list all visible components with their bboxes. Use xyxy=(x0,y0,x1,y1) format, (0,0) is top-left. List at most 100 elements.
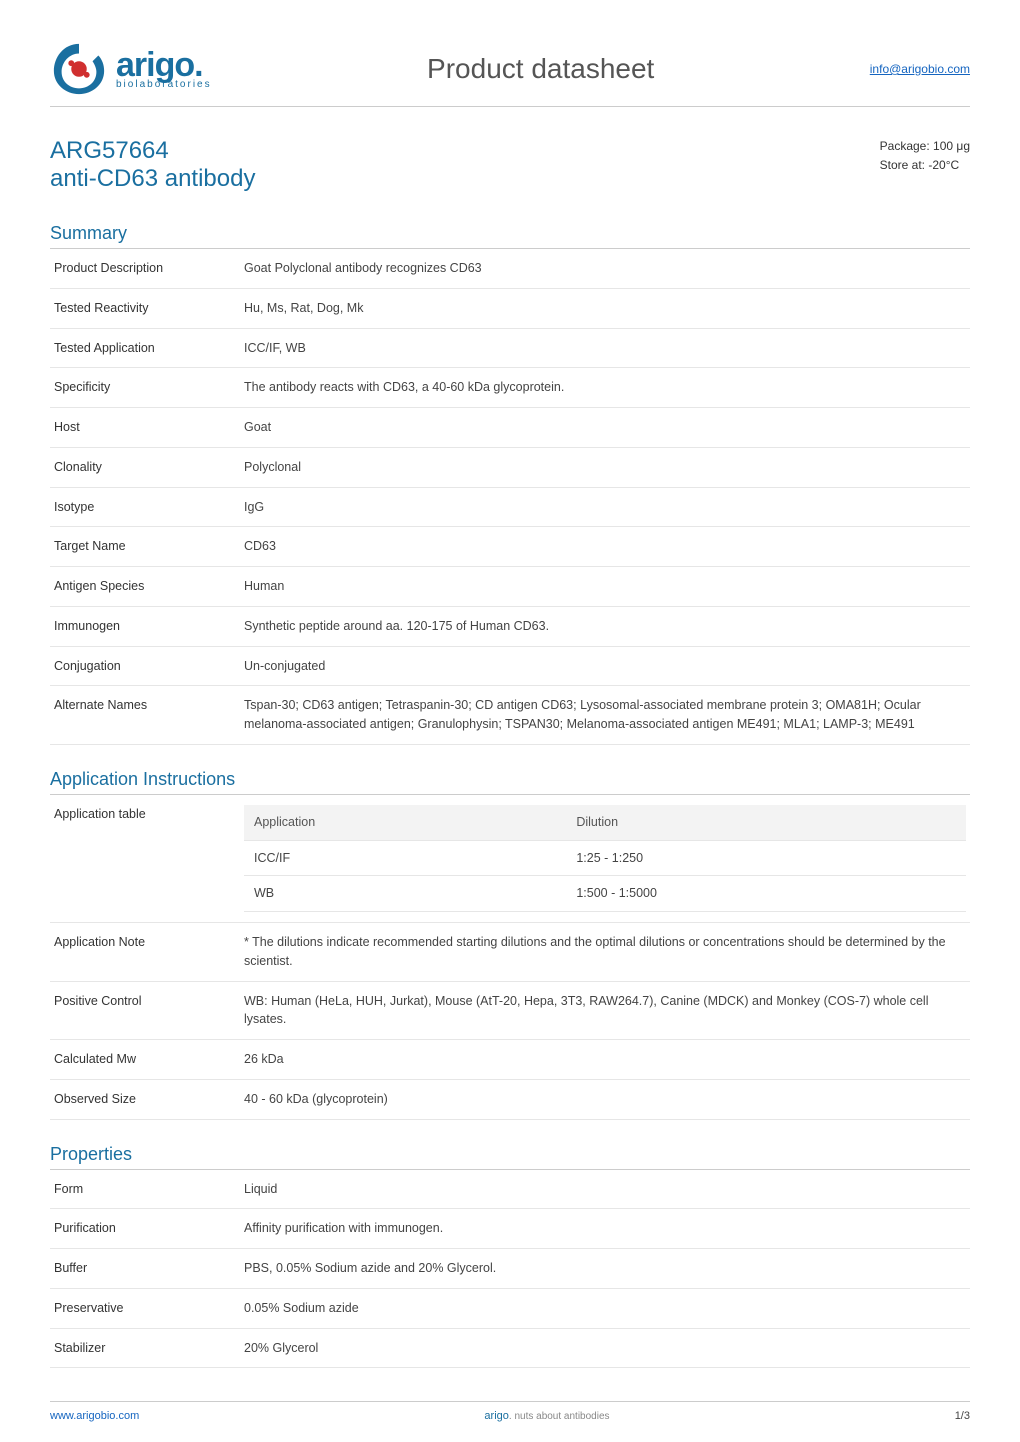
page-header: arigo. biolaboratories Product datasheet… xyxy=(50,40,970,107)
summary-val: Goat Polyclonal antibody recognizes CD63 xyxy=(240,249,970,288)
properties-table: FormLiquid PurificationAffinity purifica… xyxy=(50,1170,970,1369)
table-row: HostGoat xyxy=(50,408,970,448)
app-name: ICC/IF xyxy=(244,840,566,876)
summary-key: Antigen Species xyxy=(50,567,240,607)
summary-key: Target Name xyxy=(50,527,240,567)
summary-val: Goat xyxy=(240,408,970,448)
table-row: Positive Control WB: Human (HeLa, HUH, J… xyxy=(50,981,970,1040)
datasheet-title: Product datasheet xyxy=(427,53,654,85)
summary-key: Conjugation xyxy=(50,646,240,686)
table-row: ConjugationUn-conjugated xyxy=(50,646,970,686)
store-value: -20°C xyxy=(928,158,959,172)
table-row: Tested ApplicationICC/IF, WB xyxy=(50,328,970,368)
positive-control-val: WB: Human (HeLa, HUH, Jurkat), Mouse (At… xyxy=(240,981,970,1040)
prop-key: Stabilizer xyxy=(50,1328,240,1368)
app-table-label: Application table xyxy=(50,795,240,923)
summary-val: Synthetic peptide around aa. 120-175 of … xyxy=(240,606,970,646)
footer-tagline: . nuts about antibodies xyxy=(509,1411,610,1422)
application-table-outer: Application table Application Dilution I… xyxy=(50,795,970,1120)
app-note-val: * The dilutions indicate recommended sta… xyxy=(240,923,970,982)
prop-key: Preservative xyxy=(50,1288,240,1328)
app-name: WB xyxy=(244,876,566,912)
summary-key: Tested Application xyxy=(50,328,240,368)
store-label: Store at: xyxy=(880,158,925,172)
prop-val: 20% Glycerol xyxy=(240,1328,970,1368)
summary-key: Tested Reactivity xyxy=(50,288,240,328)
package-value: 100 μg xyxy=(933,139,970,153)
app-dilution: 1:500 - 1:5000 xyxy=(566,876,966,912)
table-row: Calculated Mw 26 kDa xyxy=(50,1040,970,1080)
brand-sub: biolaboratories xyxy=(116,80,212,90)
summary-key: Clonality xyxy=(50,447,240,487)
table-row: IsotypeIgG xyxy=(50,487,970,527)
app-col-dilution: Dilution xyxy=(566,805,966,840)
logo-text: arigo. biolaboratories xyxy=(116,48,212,90)
brand-word: arigo. xyxy=(116,48,212,82)
app-note-label: Application Note xyxy=(50,923,240,982)
page: arigo. biolaboratories Product datasheet… xyxy=(0,0,1020,1442)
footer-center: arigo. nuts about antibodies xyxy=(484,1410,609,1422)
table-row: Application Note * The dilutions indicat… xyxy=(50,923,970,982)
summary-heading: Summary xyxy=(50,223,970,249)
prop-val: PBS, 0.05% Sodium azide and 20% Glycerol… xyxy=(240,1249,970,1289)
calc-mw-label: Calculated Mw xyxy=(50,1040,240,1080)
product-name: anti-CD63 antibody xyxy=(50,165,255,193)
table-row: Application table Application Dilution I… xyxy=(50,795,970,923)
table-row: ClonalityPolyclonal xyxy=(50,447,970,487)
footer-website-link[interactable]: www.arigobio.com xyxy=(50,1410,139,1422)
product-identity: ARG57664 anti-CD63 antibody xyxy=(50,137,255,193)
prop-val: Liquid xyxy=(240,1170,970,1209)
table-row: ImmunogenSynthetic peptide around aa. 12… xyxy=(50,606,970,646)
summary-val: Polyclonal xyxy=(240,447,970,487)
summary-val: Human xyxy=(240,567,970,607)
summary-val: Un-conjugated xyxy=(240,646,970,686)
summary-key: Isotype xyxy=(50,487,240,527)
summary-key: Host xyxy=(50,408,240,448)
table-row: SpecificityThe antibody reacts with CD63… xyxy=(50,368,970,408)
summary-val: Hu, Ms, Rat, Dog, Mk xyxy=(240,288,970,328)
summary-key: Immunogen xyxy=(50,606,240,646)
logo-icon xyxy=(50,40,108,98)
summary-val: IgG xyxy=(240,487,970,527)
table-row: Antigen SpeciesHuman xyxy=(50,567,970,607)
table-row: PurificationAffinity purification with i… xyxy=(50,1209,970,1249)
product-header: ARG57664 anti-CD63 antibody Package: 100… xyxy=(50,137,970,193)
summary-val: CD63 xyxy=(240,527,970,567)
app-col-application: Application xyxy=(244,805,566,840)
summary-key: Product Description xyxy=(50,249,240,288)
app-table-cell: Application Dilution ICC/IF 1:25 - 1:250… xyxy=(240,795,970,923)
table-row: Preservative0.05% Sodium azide xyxy=(50,1288,970,1328)
table-row: Product DescriptionGoat Polyclonal antib… xyxy=(50,249,970,288)
table-row: Tested ReactivityHu, Ms, Rat, Dog, Mk xyxy=(50,288,970,328)
product-code: ARG57664 xyxy=(50,137,255,165)
prop-val: 0.05% Sodium azide xyxy=(240,1288,970,1328)
application-dilution-table: Application Dilution ICC/IF 1:25 - 1:250… xyxy=(244,805,966,912)
summary-key: Alternate Names xyxy=(50,686,240,745)
obs-size-val: 40 - 60 kDa (glycoprotein) xyxy=(240,1079,970,1119)
calc-mw-val: 26 kDa xyxy=(240,1040,970,1080)
prop-key: Purification xyxy=(50,1209,240,1249)
prop-val: Affinity purification with immunogen. xyxy=(240,1209,970,1249)
summary-table: Product DescriptionGoat Polyclonal antib… xyxy=(50,249,970,745)
obs-size-label: Observed Size xyxy=(50,1079,240,1119)
info-email-link[interactable]: info@arigobio.com xyxy=(870,62,970,76)
positive-control-label: Positive Control xyxy=(50,981,240,1040)
page-footer: www.arigobio.com arigo. nuts about antib… xyxy=(50,1401,970,1422)
table-row: Alternate NamesTspan-30; CD63 antigen; T… xyxy=(50,686,970,745)
table-row: Target NameCD63 xyxy=(50,527,970,567)
summary-val: ICC/IF, WB xyxy=(240,328,970,368)
application-heading: Application Instructions xyxy=(50,769,970,795)
package-info: Package: 100 μg Store at: -20°C xyxy=(880,137,970,175)
package-label: Package: xyxy=(880,139,930,153)
summary-key: Specificity xyxy=(50,368,240,408)
table-row: ICC/IF 1:25 - 1:250 xyxy=(244,840,966,876)
table-header-row: Application Dilution xyxy=(244,805,966,840)
app-dilution: 1:25 - 1:250 xyxy=(566,840,966,876)
prop-key: Buffer xyxy=(50,1249,240,1289)
table-row: Observed Size 40 - 60 kDa (glycoprotein) xyxy=(50,1079,970,1119)
table-row: Stabilizer20% Glycerol xyxy=(50,1328,970,1368)
logo-block: arigo. biolaboratories xyxy=(50,40,212,98)
properties-heading: Properties xyxy=(50,1144,970,1170)
summary-val: Tspan-30; CD63 antigen; Tetraspanin-30; … xyxy=(240,686,970,745)
summary-val: The antibody reacts with CD63, a 40-60 k… xyxy=(240,368,970,408)
